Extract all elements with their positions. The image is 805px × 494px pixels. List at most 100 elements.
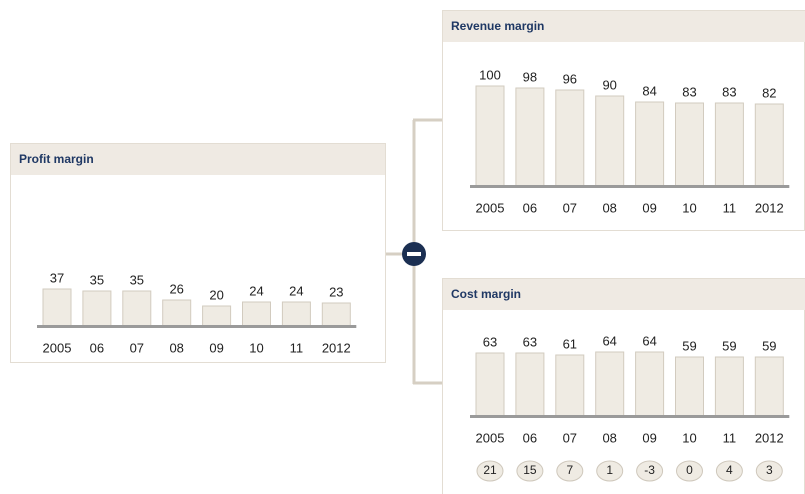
x-tick-label: 10 (249, 340, 263, 355)
value-label: 61 (563, 336, 577, 351)
x-tick-label: 09 (642, 430, 656, 445)
x-tick-label: 11 (723, 430, 737, 445)
panel-title: Cost margin (451, 287, 521, 301)
bar (675, 102, 704, 187)
value-label: 64 (642, 333, 656, 348)
x-tick-label: 2012 (755, 200, 784, 215)
bar (202, 305, 232, 327)
value-label: 100 (479, 67, 501, 82)
badge-label: -3 (644, 463, 655, 477)
bar (515, 352, 545, 417)
badge (556, 460, 584, 482)
value-label: 98 (523, 69, 537, 84)
badge-label: 15 (523, 463, 537, 477)
baseline (470, 415, 790, 418)
x-tick-label: 09 (642, 200, 656, 215)
badge-label: 21 (483, 463, 497, 477)
value-label: 37 (50, 270, 64, 285)
bar (555, 354, 585, 417)
x-tick-label: 09 (209, 340, 223, 355)
value-label: 59 (762, 338, 776, 353)
x-tick-label: 2012 (322, 340, 351, 355)
panel-title: Profit margin (19, 152, 94, 166)
badge-label: 7 (566, 463, 573, 477)
x-tick-label: 2005 (43, 340, 72, 355)
x-tick-label: 08 (169, 340, 183, 355)
badge-label: 0 (686, 463, 693, 477)
badge (676, 460, 703, 482)
value-label: 24 (249, 283, 263, 298)
badge (596, 460, 624, 482)
panel-title: Revenue margin (451, 19, 544, 33)
value-label: 20 (209, 287, 223, 302)
bar (714, 356, 744, 417)
value-label: 59 (682, 338, 696, 353)
bar (595, 95, 625, 187)
bar (714, 102, 744, 187)
bar (475, 85, 505, 187)
x-tick-label: 2005 (476, 430, 505, 445)
value-label: 63 (523, 334, 537, 349)
bar (281, 301, 311, 327)
baseline (470, 185, 790, 188)
bar (595, 351, 625, 417)
value-label: 64 (602, 333, 616, 348)
value-label: 96 (563, 71, 577, 86)
x-tick-label: 08 (602, 200, 616, 215)
badge (636, 460, 664, 482)
x-tick-label: 07 (563, 200, 577, 215)
value-label: 26 (169, 281, 183, 296)
bar (42, 288, 72, 327)
bar (242, 301, 271, 327)
value-label: 24 (289, 283, 303, 298)
bar (515, 87, 545, 187)
value-label: 83 (722, 84, 736, 99)
panel-header (443, 279, 805, 310)
baseline (37, 325, 357, 328)
x-tick-label: 2012 (755, 430, 784, 445)
x-tick-label: 06 (523, 430, 537, 445)
bar (555, 89, 585, 187)
badge (715, 460, 743, 482)
bar (82, 290, 112, 327)
value-label: 59 (722, 338, 736, 353)
bar (754, 356, 784, 417)
badge (516, 460, 544, 482)
bar (675, 356, 704, 417)
badge-label: 4 (726, 463, 733, 477)
bar (754, 103, 784, 187)
bar (321, 302, 351, 327)
bar (162, 299, 192, 327)
panel (10, 143, 386, 363)
x-tick-label: 08 (602, 430, 616, 445)
minus-icon (407, 252, 421, 256)
bar (635, 351, 665, 417)
badge (755, 460, 783, 482)
x-tick-label: 07 (130, 340, 144, 355)
badge-label: 1 (606, 463, 613, 477)
x-tick-label: 11 (290, 340, 304, 355)
x-tick-label: 07 (563, 430, 577, 445)
x-tick-label: 2005 (476, 200, 505, 215)
panel-header (11, 144, 385, 175)
x-tick-label: 06 (90, 340, 104, 355)
panel-header (443, 11, 805, 42)
bar (475, 352, 505, 417)
value-label: 35 (90, 272, 104, 287)
badge-label: 3 (766, 463, 773, 477)
value-label: 35 (130, 272, 144, 287)
x-tick-label: 10 (682, 430, 696, 445)
value-label: 84 (642, 83, 656, 98)
x-tick-label: 06 (523, 200, 537, 215)
bar (635, 101, 665, 187)
value-label: 83 (682, 84, 696, 99)
x-tick-label: 10 (682, 200, 696, 215)
x-tick-label: 11 (723, 200, 737, 215)
value-label: 90 (602, 77, 616, 92)
badge (476, 460, 504, 482)
value-label: 82 (762, 85, 776, 100)
value-label: 63 (483, 334, 497, 349)
value-label: 23 (329, 284, 343, 299)
bar (122, 290, 152, 327)
